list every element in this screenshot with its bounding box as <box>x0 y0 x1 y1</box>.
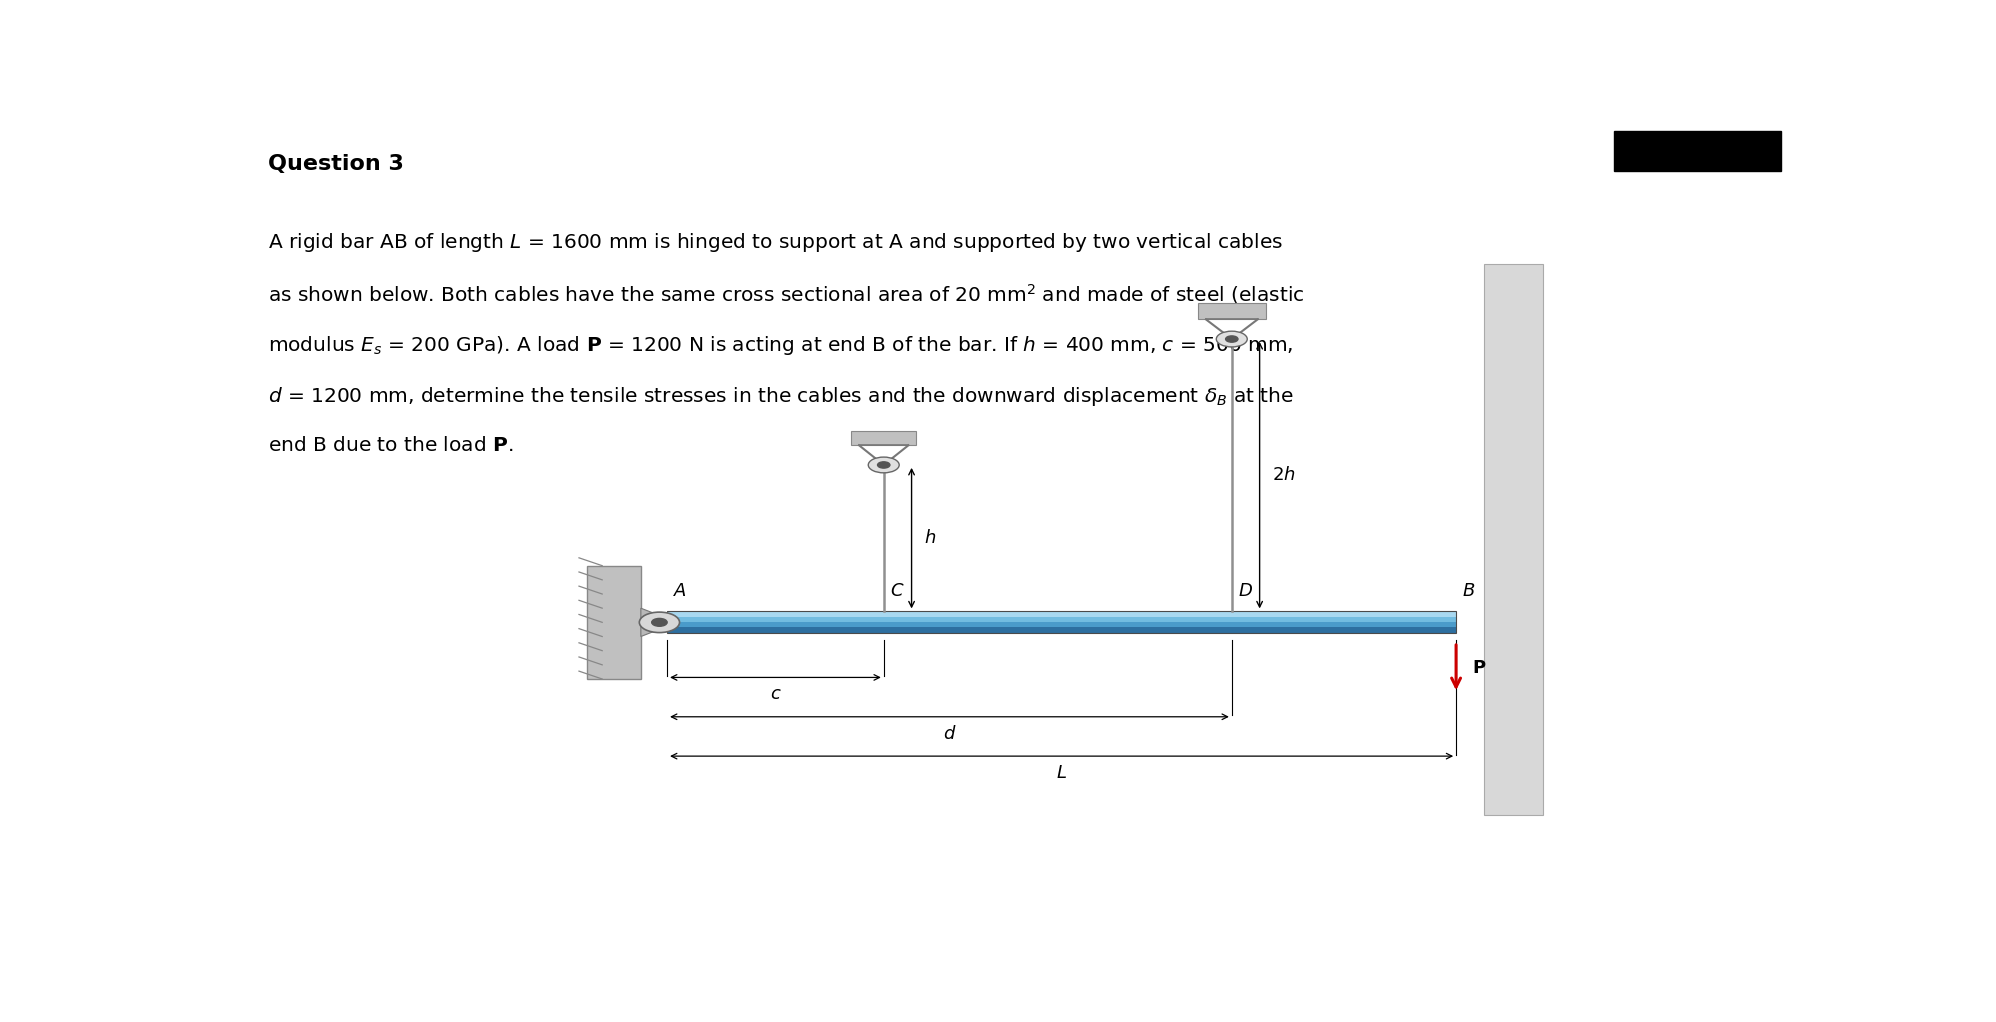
Text: Question 3: Question 3 <box>267 154 403 174</box>
Text: $\mathbf{P}$: $\mathbf{P}$ <box>1471 658 1485 677</box>
Bar <box>667 630 1457 632</box>
Text: end B due to the load $\mathbf{P}$.: end B due to the load $\mathbf{P}$. <box>267 435 513 455</box>
Bar <box>667 619 1457 621</box>
Bar <box>587 566 641 679</box>
Bar <box>667 632 1457 634</box>
Text: $2h$: $2h$ <box>1271 466 1295 484</box>
Bar <box>850 431 916 446</box>
Bar <box>667 610 1457 612</box>
Bar <box>667 623 1457 625</box>
Bar <box>667 613 1457 615</box>
Bar <box>667 624 1457 626</box>
Bar <box>667 616 1457 617</box>
Bar <box>667 611 1457 634</box>
Text: $d$: $d$ <box>942 725 956 743</box>
Bar <box>1198 303 1265 319</box>
Circle shape <box>868 457 900 473</box>
Text: as shown below. Both cables have the same cross sectional area of 20 mm$^2$ and : as shown below. Both cables have the sam… <box>267 282 1305 307</box>
Bar <box>667 626 1457 629</box>
Bar <box>667 611 1457 613</box>
Circle shape <box>651 618 667 626</box>
Bar <box>667 631 1457 633</box>
Polygon shape <box>641 608 667 637</box>
Text: $B$: $B$ <box>1463 582 1475 600</box>
Circle shape <box>1216 331 1248 346</box>
Bar <box>667 612 1457 614</box>
Bar <box>667 617 1457 619</box>
Circle shape <box>639 612 679 633</box>
Text: $d$ = 1200 mm, determine the tensile stresses in the cables and the downward dis: $d$ = 1200 mm, determine the tensile str… <box>267 384 1293 408</box>
Text: modulus $E_s$ = 200 GPa). A load $\mathbf{P}$ = 1200 N is acting at end B of the: modulus $E_s$ = 200 GPa). A load $\mathb… <box>267 333 1293 357</box>
Bar <box>1615 131 1780 172</box>
Bar <box>667 622 1457 623</box>
Text: $c$: $c$ <box>770 686 780 703</box>
Text: $L$: $L$ <box>1056 764 1068 782</box>
Bar <box>667 615 1457 616</box>
Bar <box>667 622 1457 624</box>
Text: $A$: $A$ <box>673 582 687 600</box>
Bar <box>667 621 1457 622</box>
Bar <box>667 629 1457 630</box>
Bar <box>667 620 1457 622</box>
Bar <box>667 616 1457 618</box>
Bar <box>667 625 1457 628</box>
Bar <box>1483 265 1543 816</box>
Bar <box>667 614 1457 615</box>
Text: $C$: $C$ <box>890 582 904 600</box>
Bar <box>667 618 1457 620</box>
Bar <box>667 628 1457 629</box>
Circle shape <box>1226 336 1238 342</box>
Text: $D$: $D$ <box>1238 582 1253 600</box>
Text: A rigid bar AB of length $L$ = 1600 mm is hinged to support at A and supported b: A rigid bar AB of length $L$ = 1600 mm i… <box>267 231 1283 254</box>
Bar <box>667 630 1457 631</box>
Text: $h$: $h$ <box>924 529 936 547</box>
Circle shape <box>878 462 890 468</box>
